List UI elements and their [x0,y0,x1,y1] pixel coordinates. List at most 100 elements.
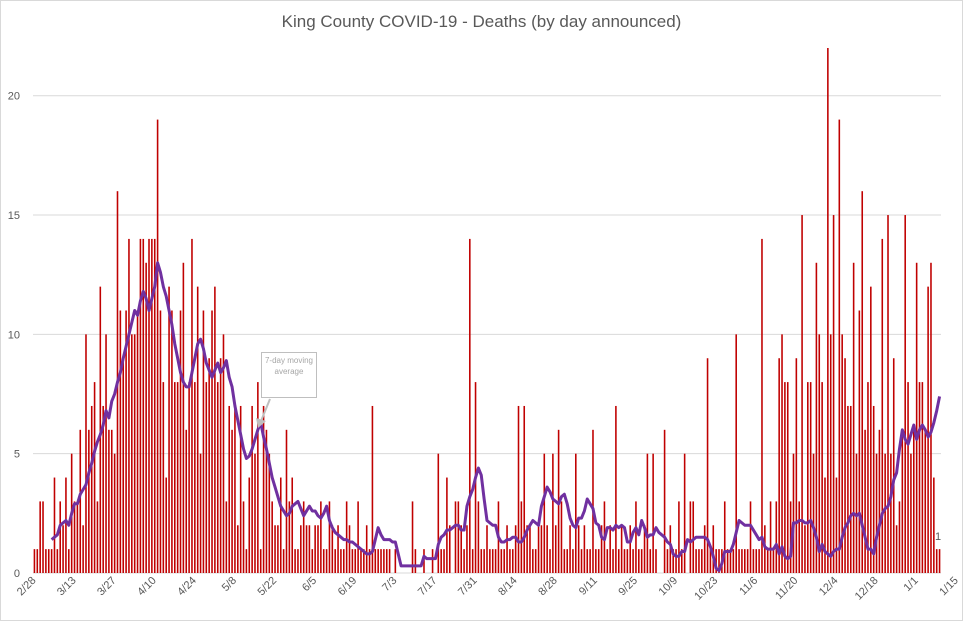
bar [443,549,445,573]
bar [328,501,331,573]
bar [448,525,451,573]
y-tick-label: 0 [14,568,20,580]
bar [632,549,634,573]
bar [801,215,803,573]
bar [56,549,59,573]
bar [895,525,898,573]
bar [414,549,417,573]
last-value-label: 1 [935,531,941,543]
bar [242,501,245,573]
bar [706,358,709,573]
x-tick-label: 10/9 [657,575,681,599]
bar [918,382,921,573]
bar [131,334,133,573]
bar [314,525,316,573]
bar [156,119,159,573]
x-tick-label: 9/25 [616,575,640,599]
bar [712,525,715,573]
bar [597,549,600,573]
bar [68,549,70,573]
bar [592,429,594,573]
moving-average-line [50,261,942,573]
bar [554,525,557,573]
bar [365,525,368,573]
bar [188,382,190,573]
bar [133,334,136,573]
bar [374,549,377,573]
bar [173,382,176,573]
bar [265,429,268,573]
bar [523,405,526,573]
bar [503,549,505,573]
bar [96,501,99,573]
x-tick-label: 7/17 [416,575,440,599]
bar [113,453,116,573]
bar [824,477,826,573]
bar [534,549,537,573]
bar [93,382,96,573]
bar [39,501,41,573]
bar [884,453,886,573]
bar [566,549,568,573]
bar [171,310,173,573]
bar [933,477,935,573]
bar [701,549,703,573]
bar [766,549,769,573]
bar [148,238,150,573]
x-tick-label: 8/14 [496,575,520,599]
bar [79,429,82,573]
bar [214,286,216,573]
bar [53,477,56,573]
bar [683,453,686,573]
bar [858,310,861,573]
annotation-text: 7-day moving average [264,356,314,376]
bar [738,549,740,573]
bar [595,549,597,573]
bar [385,549,388,573]
bar [652,453,654,573]
bar [612,549,614,573]
bar [778,358,780,573]
bar [394,549,397,573]
bar [821,382,823,573]
bar [855,453,858,573]
bar [638,549,640,573]
bar [311,549,314,573]
bar [764,525,766,573]
bar [245,549,248,573]
bar [935,549,938,573]
bar [477,501,480,573]
bar [285,429,288,573]
bar [342,549,345,573]
bar [577,525,580,573]
bar [110,429,113,573]
bar [812,453,815,573]
y-axis-ticks: 0 5 10 15 20 [8,91,20,580]
bar [411,501,414,573]
bar [698,549,700,573]
x-tick-label: 4/24 [175,575,199,599]
bar [480,549,483,573]
bar [549,549,551,573]
bar [277,525,279,573]
x-tick-label: 11/6 [737,575,760,598]
bar [368,549,371,573]
bar [234,405,236,573]
bar [732,549,735,573]
bar [357,501,359,573]
bar [586,549,589,573]
bar [159,310,162,573]
bar [807,382,809,573]
bar [938,549,941,573]
bar [466,525,468,573]
bar [852,262,855,573]
bar [678,501,680,573]
bar [76,501,79,573]
bar [125,310,127,573]
bar [297,549,299,573]
bar [225,501,228,573]
x-tick-label: 1/15 [937,575,961,599]
annotations: 1 [256,398,941,543]
bar [744,549,746,573]
